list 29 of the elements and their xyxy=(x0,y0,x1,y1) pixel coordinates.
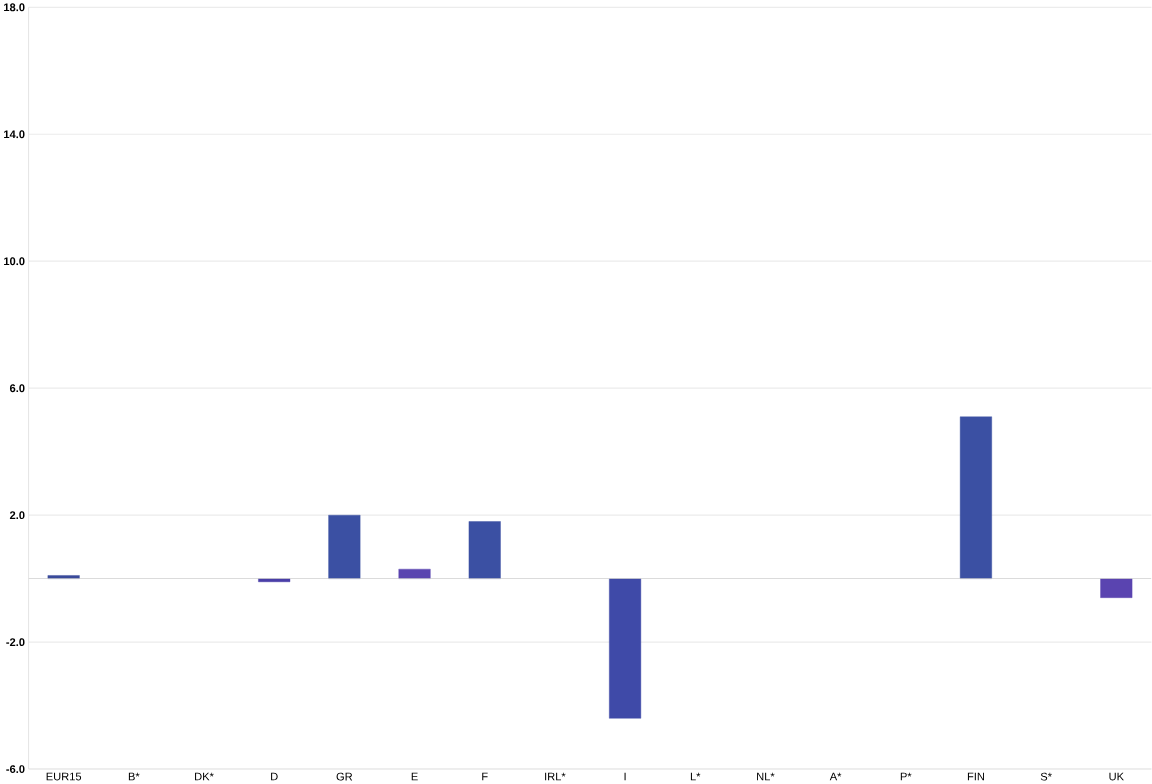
x-tick-label: UK xyxy=(1109,772,1124,781)
x-tick-label: L* xyxy=(690,772,701,781)
bar xyxy=(468,521,501,579)
x-tick-label: GR xyxy=(336,772,353,781)
x-tick-label: FIN xyxy=(967,772,984,781)
bar xyxy=(1100,578,1133,598)
x-tick-label: D xyxy=(271,772,278,781)
y-tick-label: 6.0 xyxy=(9,384,25,393)
x-tick-label: B* xyxy=(128,772,140,781)
y-tick-label: 14.0 xyxy=(4,130,25,139)
y-tick-label: 10.0 xyxy=(4,257,25,266)
x-tick-label: IRL* xyxy=(545,772,566,781)
x-tick-label: NL* xyxy=(757,772,775,781)
bar xyxy=(609,578,642,719)
bar xyxy=(398,568,431,579)
bar xyxy=(328,515,361,579)
y-tick-label: 18.0 xyxy=(4,3,25,12)
x-tick-label: EUR15 xyxy=(46,772,82,781)
y-tick-label: -2.0 xyxy=(6,638,25,647)
y-tick-label: -6.0 xyxy=(6,765,25,774)
x-tick-label: S* xyxy=(1040,772,1052,781)
x-tick-label: P* xyxy=(900,772,912,781)
bar xyxy=(959,416,992,579)
x-tick-label: F xyxy=(482,772,488,781)
x-tick-label: DK* xyxy=(195,772,214,781)
y-tick-label: 2.0 xyxy=(9,511,25,520)
x-tick-label: A* xyxy=(829,772,842,781)
x-tick-label: I xyxy=(624,772,626,781)
x-tick-label: E xyxy=(411,772,418,781)
